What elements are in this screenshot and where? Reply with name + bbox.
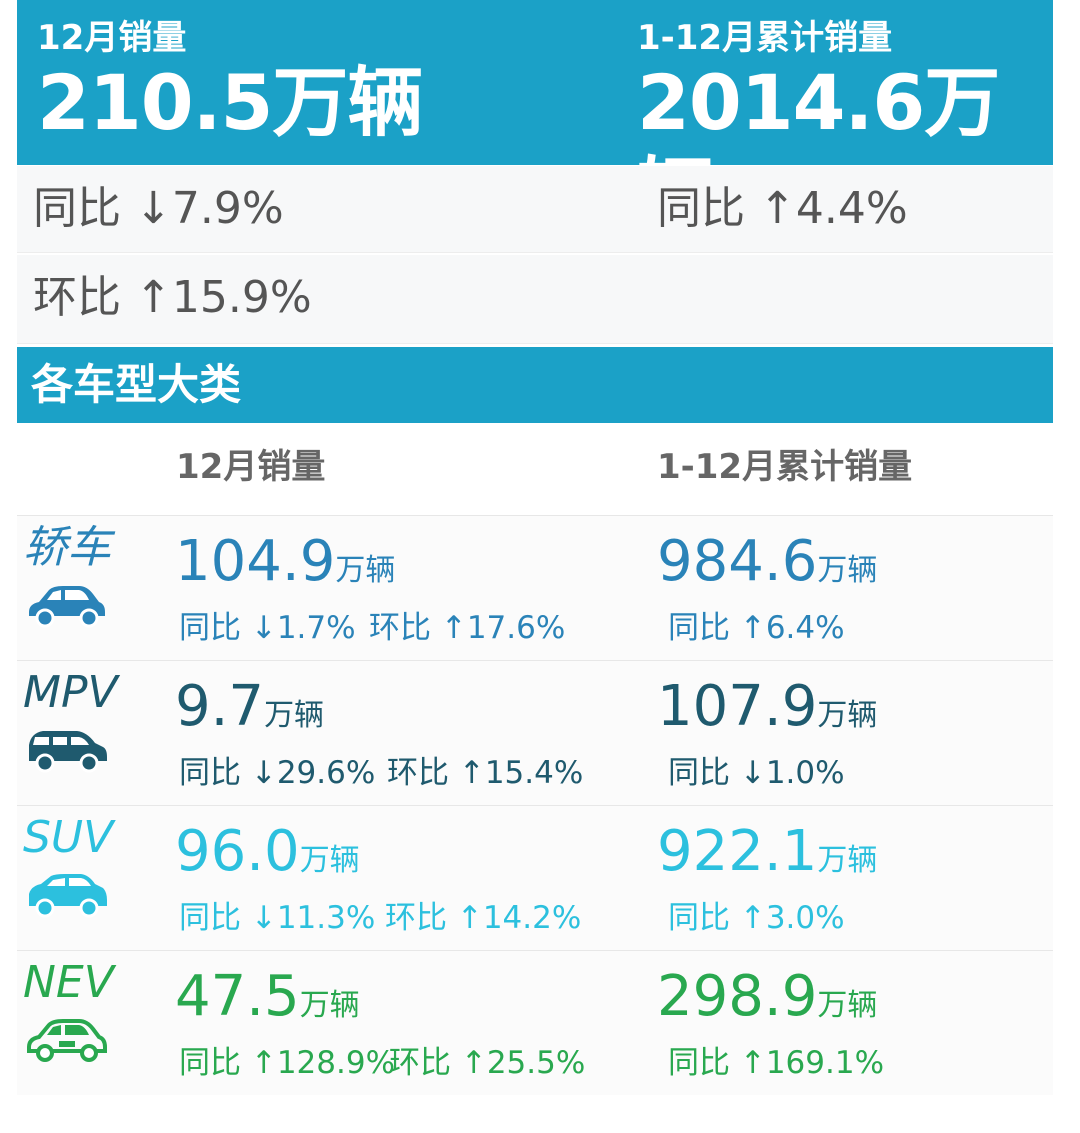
ytd-sales: 984.6万辆 <box>657 530 877 607</box>
ytd-sales: 107.9万辆 <box>657 675 877 752</box>
category-name: SUV <box>23 812 114 863</box>
ytd-value: 984.6 <box>657 529 818 594</box>
ytd-yoy: 同比 ↓1.0% <box>668 755 845 791</box>
ytd-yoy: 同比 ↑3.0% <box>668 900 845 936</box>
ytd-sales-label: 1-12月累计销量 <box>637 18 893 58</box>
unit-label: 万辆 <box>299 988 360 1023</box>
column-header-month: 12月销量 <box>176 447 326 487</box>
sedan-icon <box>29 586 105 628</box>
month-sales-block: 12月销量 210.5万辆 <box>37 18 423 148</box>
nev-car-icon <box>27 1019 107 1062</box>
ytd-yoy: 同比 ↑6.4% <box>668 610 845 646</box>
month-mom: 环比 ↑15.4% <box>387 755 584 791</box>
ytd-sales: 922.1万辆 <box>657 820 877 897</box>
section-title: 各车型大类 <box>31 360 242 409</box>
month-yoy: 同比 ↑128.9% <box>179 1045 396 1081</box>
ytd-sales: 298.9万辆 <box>657 965 877 1042</box>
ytd-value: 298.9 <box>657 964 818 1029</box>
month-yoy: 同比 ↓11.3% <box>179 900 376 936</box>
unit-label: 万辆 <box>335 553 396 588</box>
month-value: 104.9 <box>175 529 336 594</box>
category-name: 轿车 <box>23 522 111 573</box>
month-sales: 96.0万辆 <box>175 820 360 897</box>
category-row-suv: SUV 96.0万辆 同比 ↓11.3% 环比 ↑14.2% 922.1万辆 同… <box>17 805 1053 950</box>
ytd-yoy: 同比 ↑169.1% <box>668 1045 885 1081</box>
month-yoy: 同比 ↓29.6% <box>179 755 376 791</box>
month-sales-label: 12月销量 <box>37 18 187 58</box>
unit-label: 万辆 <box>264 698 325 733</box>
suv-icon <box>29 874 107 918</box>
month-value: 47.5 <box>175 964 300 1029</box>
category-name: NEV <box>23 957 114 1008</box>
month-yoy: 同比 ↓7.9% <box>33 183 284 234</box>
month-mom: 环比 ↑15.9% <box>33 272 312 323</box>
unit-label: 万辆 <box>817 843 878 878</box>
ytd-sales-block: 1-12月累计销量 2014.6万辆 <box>637 18 1053 238</box>
header-band: 12月销量 210.5万辆 1-12月累计销量 2014.6万辆 <box>17 0 1053 237</box>
unit-label: 万辆 <box>817 698 878 733</box>
column-header-ytd: 1-12月累计销量 <box>657 447 913 487</box>
month-mom: 环比 ↑14.2% <box>385 900 582 936</box>
unit-label: 万辆 <box>299 843 360 878</box>
category-row-mpv: MPV 9.7万辆 同比 ↓29.6% 环比 ↑15.4% 107.9万辆 同比… <box>17 660 1053 805</box>
ytd-value: 922.1 <box>657 819 818 884</box>
section-bar: 各车型大类 <box>17 347 1053 423</box>
month-sales: 104.9万辆 <box>175 530 395 607</box>
month-yoy: 同比 ↓1.7% <box>179 610 356 646</box>
month-value: 96.0 <box>175 819 300 884</box>
unit-label: 万辆 <box>817 553 878 588</box>
ytd-sales-value: 2014.6万辆 <box>637 58 1000 237</box>
summary-row-yoy: 同比 ↓7.9% 同比 ↑4.4% <box>17 166 1053 253</box>
month-sales: 47.5万辆 <box>175 965 360 1042</box>
category-row-nev: NEV 47.5万辆 同比 ↑128.9% 环比 ↑25.5% 298.9万辆 … <box>17 950 1053 1095</box>
category-row-sedan: 轿车 104.9万辆 同比 ↓1.7% 环比 ↑17.6% 984.6万辆 同比… <box>17 515 1053 660</box>
ytd-yoy: 同比 ↑4.4% <box>657 183 908 234</box>
month-mom: 环比 ↑25.5% <box>389 1045 586 1081</box>
category-name: MPV <box>23 667 118 718</box>
mpv-icon <box>29 731 107 773</box>
month-sales: 9.7万辆 <box>175 675 324 752</box>
month-value: 9.7 <box>175 674 265 739</box>
month-sales-value: 210.5万辆 <box>37 58 423 147</box>
month-mom: 环比 ↑17.6% <box>369 610 566 646</box>
unit-label: 万辆 <box>817 988 878 1023</box>
ytd-value: 107.9 <box>657 674 818 739</box>
summary-row-mom: 环比 ↑15.9% <box>17 255 1053 344</box>
